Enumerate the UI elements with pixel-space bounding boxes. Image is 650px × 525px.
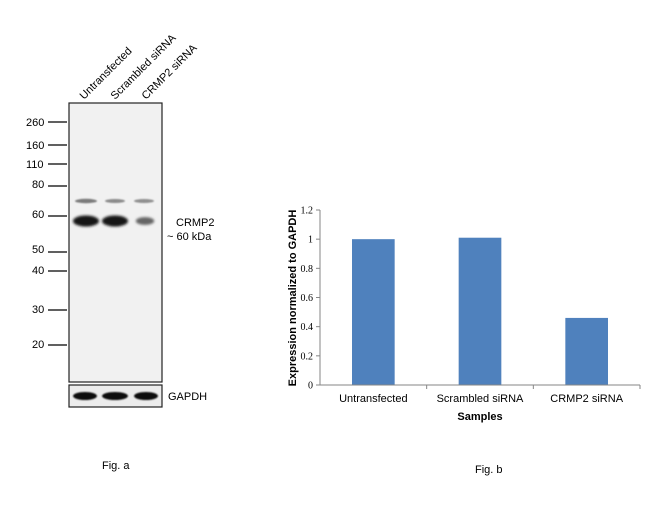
x-tick-label-2: CRMP2 siRNA: [550, 393, 623, 405]
crmp2-band-lane-2: [102, 215, 128, 227]
lane-label-untransfected: Untransfected: [78, 45, 135, 102]
bar-0: [352, 239, 395, 385]
bars: [352, 237, 608, 385]
gapdh-band-lane-3: [134, 392, 158, 400]
gapdh-band-lane-2: [102, 392, 128, 400]
gapdh-band-lane-1: [73, 392, 97, 400]
y-tick-label: 0.4: [301, 322, 314, 333]
band-label: CRMP2: [176, 217, 215, 229]
crmp2-band-lane-3: [135, 217, 155, 225]
marker-label-80: 80: [32, 179, 44, 191]
figure-b-caption: Fig. b: [475, 464, 503, 476]
x-tick-label-1: Scrambled siRNA: [437, 393, 524, 405]
x-axis-label: Samples: [457, 411, 502, 423]
y-tick-label: 1: [308, 235, 313, 246]
y-axis-ticks: 0 0.2 0.4 0.6 0.8 1 1.2: [301, 206, 320, 392]
loading-control-label: GAPDH: [168, 391, 207, 403]
y-tick-label: 0.6: [301, 293, 314, 304]
faint-band-lane-3: [134, 199, 154, 203]
figure-a-caption: Fig. a: [102, 460, 130, 472]
gapdh-bands: [73, 392, 158, 400]
western-blot-panel: Untransfected Scrambled siRNA CRMP2 siRN…: [26, 32, 215, 472]
blot-membrane: [68, 102, 163, 383]
x-axis-ticks: Untransfected Scrambled siRNA CRMP2 siRNA: [339, 385, 641, 405]
faint-band-lane-2: [105, 199, 125, 203]
band-size-label: ~ 60 kDa: [167, 231, 212, 243]
bar-1: [458, 237, 502, 385]
y-tick-label: 1.2: [301, 206, 314, 217]
marker-label-260: 260: [26, 117, 44, 129]
y-tick-label: 0.8: [301, 264, 314, 275]
marker-label-50: 50: [32, 244, 44, 256]
upper-faint-bands: [75, 198, 154, 204]
x-tick-label-0: Untransfected: [339, 393, 407, 405]
lane-label-crmp2-sirna: CRMP2 siRNA: [140, 42, 200, 102]
marker-label-40: 40: [32, 265, 44, 277]
marker-label-30: 30: [32, 304, 44, 316]
y-tick-label: 0: [308, 381, 313, 392]
crmp2-bands: [73, 215, 155, 227]
marker-label-20: 20: [32, 339, 44, 351]
marker-ladder: 260 160 110 80 60 50 40 30 20: [26, 117, 67, 351]
bar-chart-panel: 0 0.2 0.4 0.6 0.8 1 1.2 Untransfected Scrambled…: [287, 206, 641, 476]
y-axis-label: Expression normalized to GAPDH: [287, 210, 299, 387]
marker-label-110: 110: [26, 159, 44, 171]
bar-2: [565, 317, 608, 385]
crmp2-band-lane-1: [73, 215, 99, 227]
faint-band-lane-1: [75, 198, 97, 204]
marker-label-60: 60: [32, 209, 44, 221]
marker-label-160: 160: [26, 140, 44, 152]
y-tick-label: 0.2: [301, 351, 314, 362]
